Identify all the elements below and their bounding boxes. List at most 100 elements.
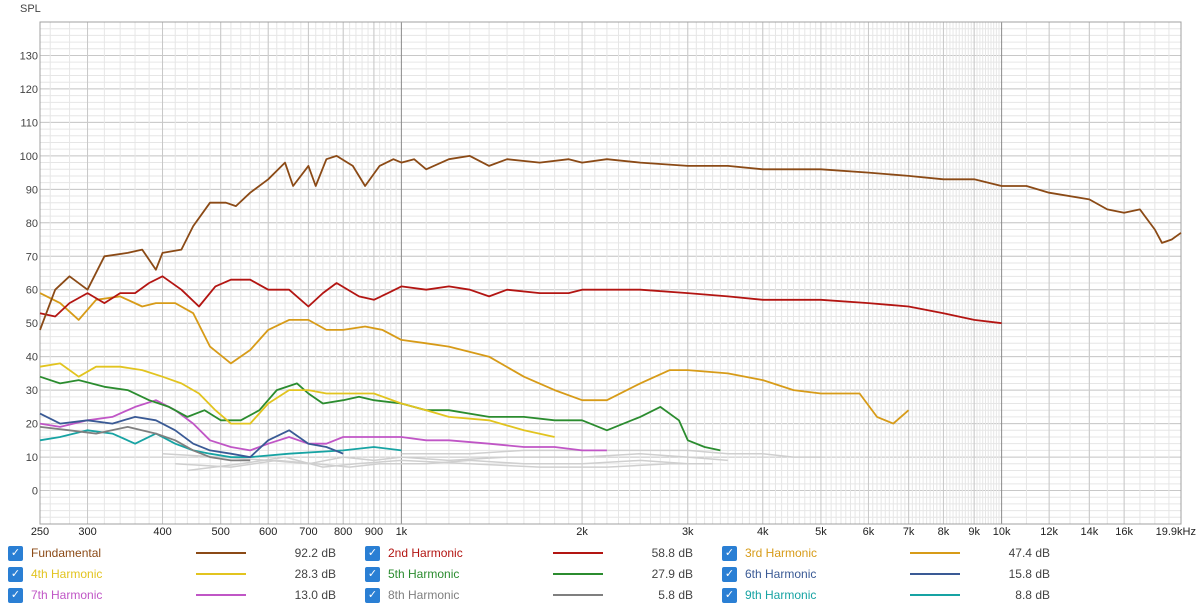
y-tick-label: 60 <box>26 285 38 297</box>
noise-trace <box>187 456 713 472</box>
series-line-5th-harmonic <box>39 375 721 452</box>
checkbox[interactable]: ✓ <box>365 566 380 582</box>
noise-trace <box>401 449 821 458</box>
legend-swatch <box>910 573 960 575</box>
checkbox[interactable]: ✓ <box>365 545 380 561</box>
x-tick-label: 5k <box>815 526 827 538</box>
y-tick-label: 30 <box>26 385 38 397</box>
x-tick-label: 12k <box>1040 526 1058 538</box>
legend-item[interactable]: ✓ 6th Harmonic 15.8 dB <box>722 564 1050 584</box>
checkbox[interactable]: ✓ <box>365 587 380 603</box>
legend-item[interactable]: ✓ 3rd Harmonic 47.4 dB <box>722 543 1050 563</box>
x-tick-label: 3k <box>682 526 694 538</box>
grid <box>39 21 1182 525</box>
legend-swatch <box>196 573 246 575</box>
x-tick-label: 700 <box>299 526 317 538</box>
y-axis-labels: 0 10 20 30 40 50 60 70 80 90 100 110 120 130 <box>20 50 38 497</box>
series-line-7th-harmonic <box>39 399 607 452</box>
legend-swatch <box>553 573 603 575</box>
legend-value: 8.8 dB <box>1015 588 1050 602</box>
legend-value: 47.4 dB <box>1008 546 1050 560</box>
checkbox[interactable]: ✓ <box>8 545 23 561</box>
y-tick-label: 70 <box>26 251 38 263</box>
x-tick-label: 8k <box>938 526 950 538</box>
x-tick-label: 2k <box>576 526 588 538</box>
checkbox[interactable]: ✓ <box>722 566 737 582</box>
x-tick-label: 9k <box>968 526 980 538</box>
x-tick-label: 16k <box>1115 526 1133 538</box>
series-line-2nd-harmonic <box>39 275 1002 325</box>
legend-label: 4th Harmonic <box>31 567 103 581</box>
legend-value: 15.8 dB <box>1008 567 1050 581</box>
x-tick-label: 500 <box>212 526 230 538</box>
legend-item[interactable]: ✓ 8th Harmonic 5.8 dB <box>365 585 693 605</box>
legend-label: 7th Harmonic <box>31 588 103 602</box>
x-tick-label: 1k <box>396 526 408 538</box>
legend-label: 6th Harmonic <box>745 567 817 581</box>
legend-swatch <box>553 552 603 554</box>
y-tick-label: 50 <box>26 318 38 330</box>
legend: ✓ Fundamental 92.2 dB ✓ 2nd Harmonic 58.8 dB ✓… <box>0 541 1200 611</box>
checkbox[interactable]: ✓ <box>722 545 737 561</box>
x-tick-label: 4k <box>757 526 769 538</box>
series-line-3rd-harmonic <box>39 292 910 425</box>
series-line-6th-harmonic <box>39 412 344 458</box>
traces <box>39 155 1182 472</box>
series-line-8th-harmonic <box>39 426 251 462</box>
legend-label: Fundamental <box>31 546 102 560</box>
y-tick-label: 40 <box>26 352 38 364</box>
legend-label: 8th Harmonic <box>388 588 460 602</box>
series-line-4th-harmonic <box>39 362 555 438</box>
x-tick-label: 250 <box>31 526 49 538</box>
legend-item[interactable]: ✓ 9th Harmonic 8.8 dB <box>722 585 1050 605</box>
legend-value: 27.9 dB <box>651 567 693 581</box>
legend-swatch <box>910 594 960 596</box>
x-tick-label: 600 <box>259 526 277 538</box>
x-tick-label: 6k <box>863 526 875 538</box>
series-line-fundamental <box>39 155 1182 331</box>
legend-item[interactable]: ✓ 2nd Harmonic 58.8 dB <box>365 543 693 563</box>
x-tick-label: 400 <box>153 526 171 538</box>
y-tick-label: 130 <box>20 50 38 62</box>
legend-label: 3rd Harmonic <box>745 546 818 560</box>
legend-value: 13.0 dB <box>294 588 336 602</box>
x-tick-label: 800 <box>334 526 352 538</box>
checkbox[interactable]: ✓ <box>8 587 23 603</box>
legend-value: 5.8 dB <box>658 588 693 602</box>
legend-swatch <box>553 594 603 596</box>
legend-label: 2nd Harmonic <box>388 546 463 560</box>
legend-value: 92.2 dB <box>294 546 336 560</box>
legend-item[interactable]: ✓ 4th Harmonic 28.3 dB <box>8 564 336 584</box>
plot-frame <box>39 21 1182 525</box>
y-tick-label: 80 <box>26 218 38 230</box>
x-tick-label: 19.9kHz <box>1156 526 1196 538</box>
checkbox[interactable]: ✓ <box>722 587 737 603</box>
x-tick-label: 7k <box>903 526 915 538</box>
legend-value: 28.3 dB <box>294 567 336 581</box>
y-tick-label: 90 <box>26 184 38 196</box>
y-tick-label: 20 <box>26 419 38 431</box>
legend-item[interactable]: ✓ Fundamental 92.2 dB <box>8 543 336 563</box>
checkbox[interactable]: ✓ <box>8 566 23 582</box>
legend-swatch <box>910 552 960 554</box>
noise-trace <box>175 459 688 468</box>
y-tick-label: 10 <box>26 452 38 464</box>
legend-label: 5th Harmonic <box>388 567 460 581</box>
y-tick-label: 100 <box>20 151 38 163</box>
y-tick-label: 110 <box>20 117 38 129</box>
x-tick-label: 14k <box>1080 526 1098 538</box>
legend-item[interactable]: ✓ 7th Harmonic 13.0 dB <box>8 585 336 605</box>
y-tick-label: 0 <box>32 486 38 498</box>
x-axis-labels: 250 300 400 500 600 700 800 900 1k 2k 3k 4k 5k 6k 7k 8k… <box>31 526 1196 538</box>
x-tick-label: 300 <box>78 526 96 538</box>
legend-item[interactable]: ✓ 5th Harmonic 27.9 dB <box>365 564 693 584</box>
legend-swatch <box>196 552 246 554</box>
legend-label: 9th Harmonic <box>745 588 817 602</box>
x-tick-label: 900 <box>365 526 383 538</box>
y-tick-label: 120 <box>20 84 38 96</box>
x-tick-label: 10k <box>993 526 1011 538</box>
spl-chart: 0 10 20 30 40 50 60 70 80 90 100 110 120 130 250 300 40… <box>20 3 1196 538</box>
legend-value: 58.8 dB <box>651 546 693 560</box>
y-axis-title: SPL <box>20 3 41 15</box>
legend-swatch <box>196 594 246 596</box>
